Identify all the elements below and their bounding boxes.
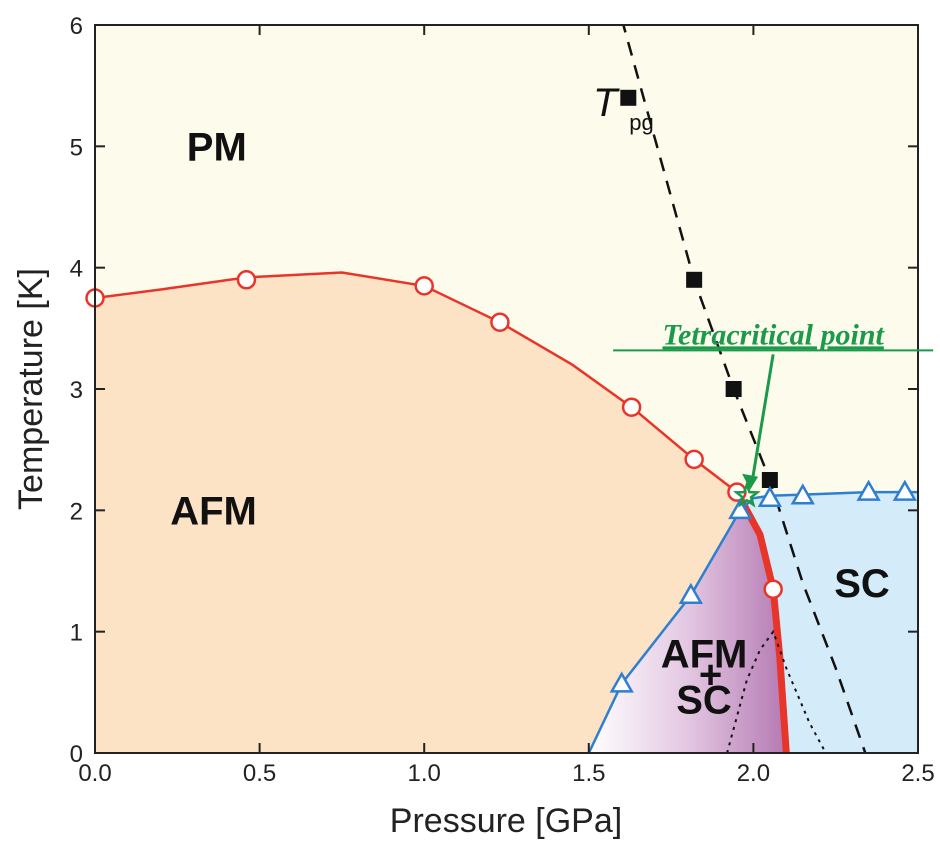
pseudogap-point	[725, 381, 742, 397]
region-label: AFM	[170, 489, 257, 533]
sc-transition-point	[790, 483, 815, 505]
region-label: SC	[834, 562, 890, 606]
y-tick-label: 2	[70, 498, 83, 525]
y-axis-title: Temperature [K]	[12, 268, 50, 510]
tetracritical-pointer-line	[750, 354, 775, 483]
x-tick-label: 2.0	[737, 760, 770, 787]
pseudogap-point	[686, 271, 703, 288]
afm-transition-point	[414, 276, 434, 296]
pseudogap-label: T	[593, 81, 620, 125]
sc-transition-point	[856, 479, 881, 501]
region-label: SC	[676, 679, 732, 723]
pseudogap-point	[620, 89, 637, 106]
sc-transition-point	[757, 485, 783, 507]
sc-transition-point	[678, 582, 704, 605]
y-tick-label: 0	[70, 741, 83, 768]
sc-transition-point	[609, 671, 634, 693]
afm-region	[95, 272, 787, 753]
region-label: AFM	[661, 633, 748, 677]
afm-transition-point	[763, 579, 783, 599]
pseudogap-label-subscript: pg	[629, 110, 653, 135]
afm-transition-point	[236, 270, 257, 290]
axes: 0.0 0.5 1.0 1.5 2.0 2.5 0 1 2 3 4 5 6	[70, 13, 935, 787]
afm-transition-point	[684, 449, 704, 470]
x-tick-label: 0.5	[243, 760, 276, 787]
x-axis-title: Pressure [GPa]	[390, 802, 622, 840]
afm-transition-point	[490, 312, 510, 333]
y-tick-label: 3	[70, 377, 83, 404]
tetracritical-point-marker	[732, 481, 761, 508]
region-label: PM	[187, 125, 247, 169]
x-tick-label: 1.5	[572, 760, 605, 787]
x-tick-label: 1.0	[408, 760, 441, 787]
sc-lower-boundary-line	[587, 509, 742, 753]
phase-regions	[95, 25, 918, 753]
x-tick-label: 0.0	[78, 760, 111, 787]
tetracritical-pointer-arrowhead	[742, 473, 759, 490]
region-label: +	[699, 653, 722, 697]
y-tick-label: 1	[70, 620, 83, 647]
sc-transition-point	[728, 497, 753, 520]
pseudogap-point	[761, 472, 778, 488]
y-tick-label: 5	[70, 134, 83, 161]
afm-sc-coexistence-region	[588, 510, 787, 753]
sc-transition-point	[892, 479, 917, 501]
afm-transition-line	[95, 271, 738, 494]
y-tick-label: 4	[70, 256, 83, 283]
x-tick-label: 2.5	[901, 760, 934, 787]
afm-transition-point	[621, 397, 642, 417]
y-tick-label: 6	[70, 13, 83, 40]
tetracritical-point-label: Tetracritical point	[662, 318, 885, 351]
